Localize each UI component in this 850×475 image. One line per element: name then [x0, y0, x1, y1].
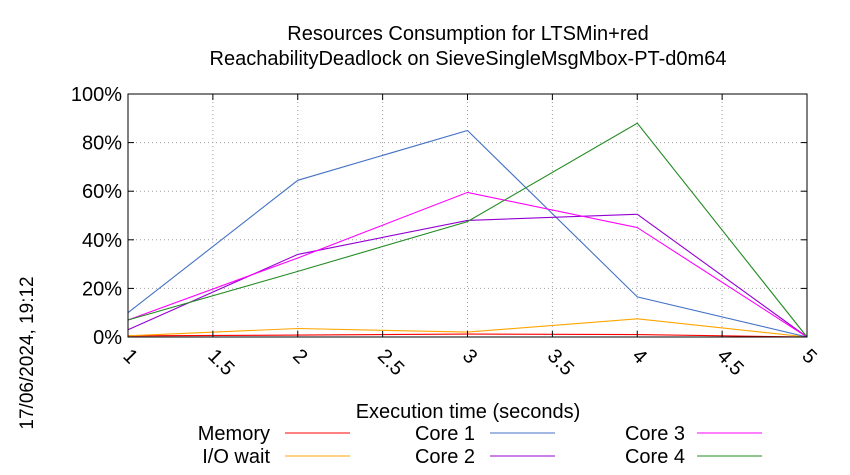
timestamp: 17/06/2024, 19:12 — [17, 276, 38, 429]
series-line-core-4 — [127, 122, 808, 338]
x-tick-label: 3.5 — [543, 345, 578, 380]
x-tick-label: 5 — [797, 345, 820, 368]
legend-label: Core 1 — [415, 423, 475, 445]
legend-label: I/O wait — [202, 446, 270, 468]
legend-label: Core 3 — [625, 423, 685, 445]
legend-label: Core 4 — [625, 446, 685, 468]
x-axis-label: Execution time (seconds) — [356, 401, 581, 423]
legend-label: Core 2 — [415, 446, 475, 468]
x-tick-label: 1.5 — [203, 345, 238, 380]
series-line-core-2 — [127, 213, 808, 338]
chart-title-line-2: ReachabilityDeadlock on SieveSingleMsgMb… — [210, 48, 727, 70]
legend-label: Memory — [198, 423, 270, 445]
x-tick-label: 3 — [458, 345, 481, 368]
y-tick-label: 40% — [82, 230, 122, 252]
y-tick-label: 100% — [71, 84, 122, 106]
y-tick-label: 20% — [82, 278, 122, 300]
x-tick-label: 2 — [288, 345, 311, 368]
y-tick-label: 0% — [93, 327, 122, 349]
x-tick-label: 2.5 — [373, 345, 408, 380]
y-tick-label: 60% — [82, 181, 122, 203]
series-line-core-3 — [127, 191, 808, 338]
y-axis-ticks: 0% 20% 40% 60% 80% 100% — [71, 84, 807, 349]
series-line-core-1 — [127, 129, 808, 338]
y-tick-label: 80% — [82, 133, 122, 155]
x-tick-label: 4 — [628, 345, 651, 368]
x-tick-label: 4.5 — [713, 345, 748, 380]
chart-title-line-1: Resources Consumption for LTSMin+red — [287, 23, 648, 45]
